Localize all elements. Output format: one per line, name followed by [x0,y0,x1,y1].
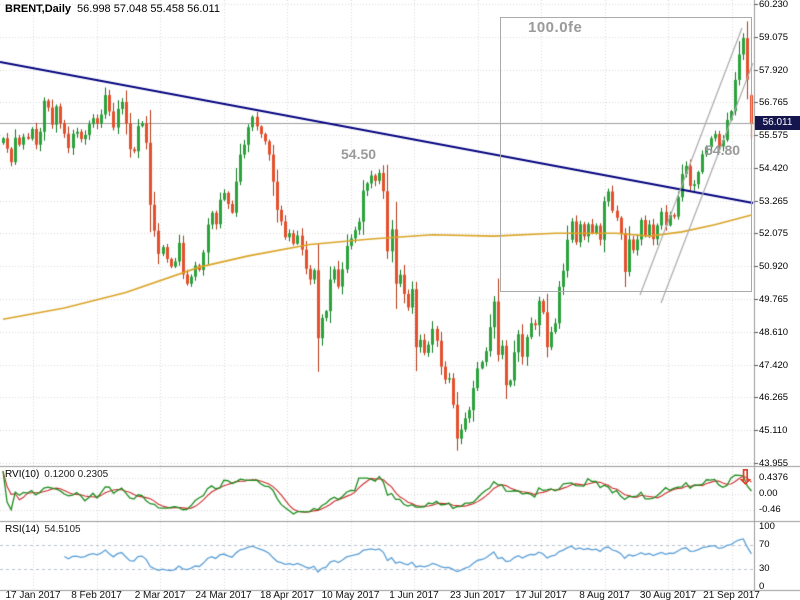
date-axis-label: 18 Apr 2017 [260,590,314,600]
date-axis-label: 24 Mar 2017 [195,590,252,600]
price-axis-label: 43.955 [759,457,789,469]
fib-100-label: 100.0fe [528,19,583,36]
rsi-axis-label: 100 [759,521,775,532]
price-axis-label: 48.610 [759,326,789,338]
sell-signal-arrow-icon: ⇩ [737,467,754,489]
date-axis-label: 10 May 2017 [321,590,380,600]
level-5450-label: 54.50 [341,146,377,162]
rvi-label: RVI(10) [5,469,40,480]
price-axis-label: 56.765 [759,97,789,109]
rvi-axis-label: 0.00 [759,488,778,499]
price-axis-label: 55.575 [759,130,789,142]
date-axis-label: 17 Jan 2017 [5,590,61,600]
price-axis-label: 57.920 [759,64,789,76]
current-price-tag: 56.011 [755,116,800,130]
date-axis-label: 8 Aug 2017 [579,590,630,600]
rsi-value: 54.5105 [44,524,81,535]
price-axis-label: 46.265 [759,392,789,404]
date-axis-label: 21 Sep 2017 [703,590,760,600]
date-axis-label: 1 Jun 2017 [389,590,439,600]
price-axis-label: 45.110 [759,425,788,437]
price-axis-label: 60.230 [759,0,789,10]
rsi-label: RSI(14) [5,524,40,535]
rsi-axis-label: 0 [759,581,765,592]
date-axis-label: 2 Mar 2017 [134,590,186,600]
price-axis-label: 49.765 [759,294,789,306]
fib-expansion-box[interactable] [500,17,752,292]
price-axis-label: 50.920 [759,261,789,273]
level-5480-label: 54.80 [705,142,741,158]
price-axis-label: 59.075 [759,31,789,43]
date-axis-label: 17 Jul 2017 [515,590,567,600]
rvi-values: 0.1200 0.2305 [44,469,109,480]
price-axis-label: 47.420 [759,359,789,371]
rsi-header: RSI(14) 54.5105 [5,524,81,535]
rvi-axis-label: 0.4376 [759,472,789,483]
price-axis-label: 53.265 [759,195,789,207]
rsi-axis-label: 70 [759,539,770,550]
symbol-timeframe-label: BRENT,Daily [5,3,72,15]
rvi-header: RVI(10) 0.1200 0.2305 [5,469,108,480]
price-axis-label: 52.075 [759,228,789,240]
ohlc-values: 56.998 57.048 55.458 56.011 [77,3,220,15]
price-axis-label: 54.420 [759,162,789,174]
rsi-axis-label: 30 [759,563,770,574]
rvi-axis-label: -0.46 [759,504,781,515]
chart-header: BRENT,Daily 56.998 57.048 55.458 56.011 [5,3,220,15]
date-axis-label: 30 Aug 2017 [639,590,697,600]
date-axis-label: 8 Feb 2017 [71,590,122,600]
date-axis-label: 23 Jun 2017 [449,590,506,600]
